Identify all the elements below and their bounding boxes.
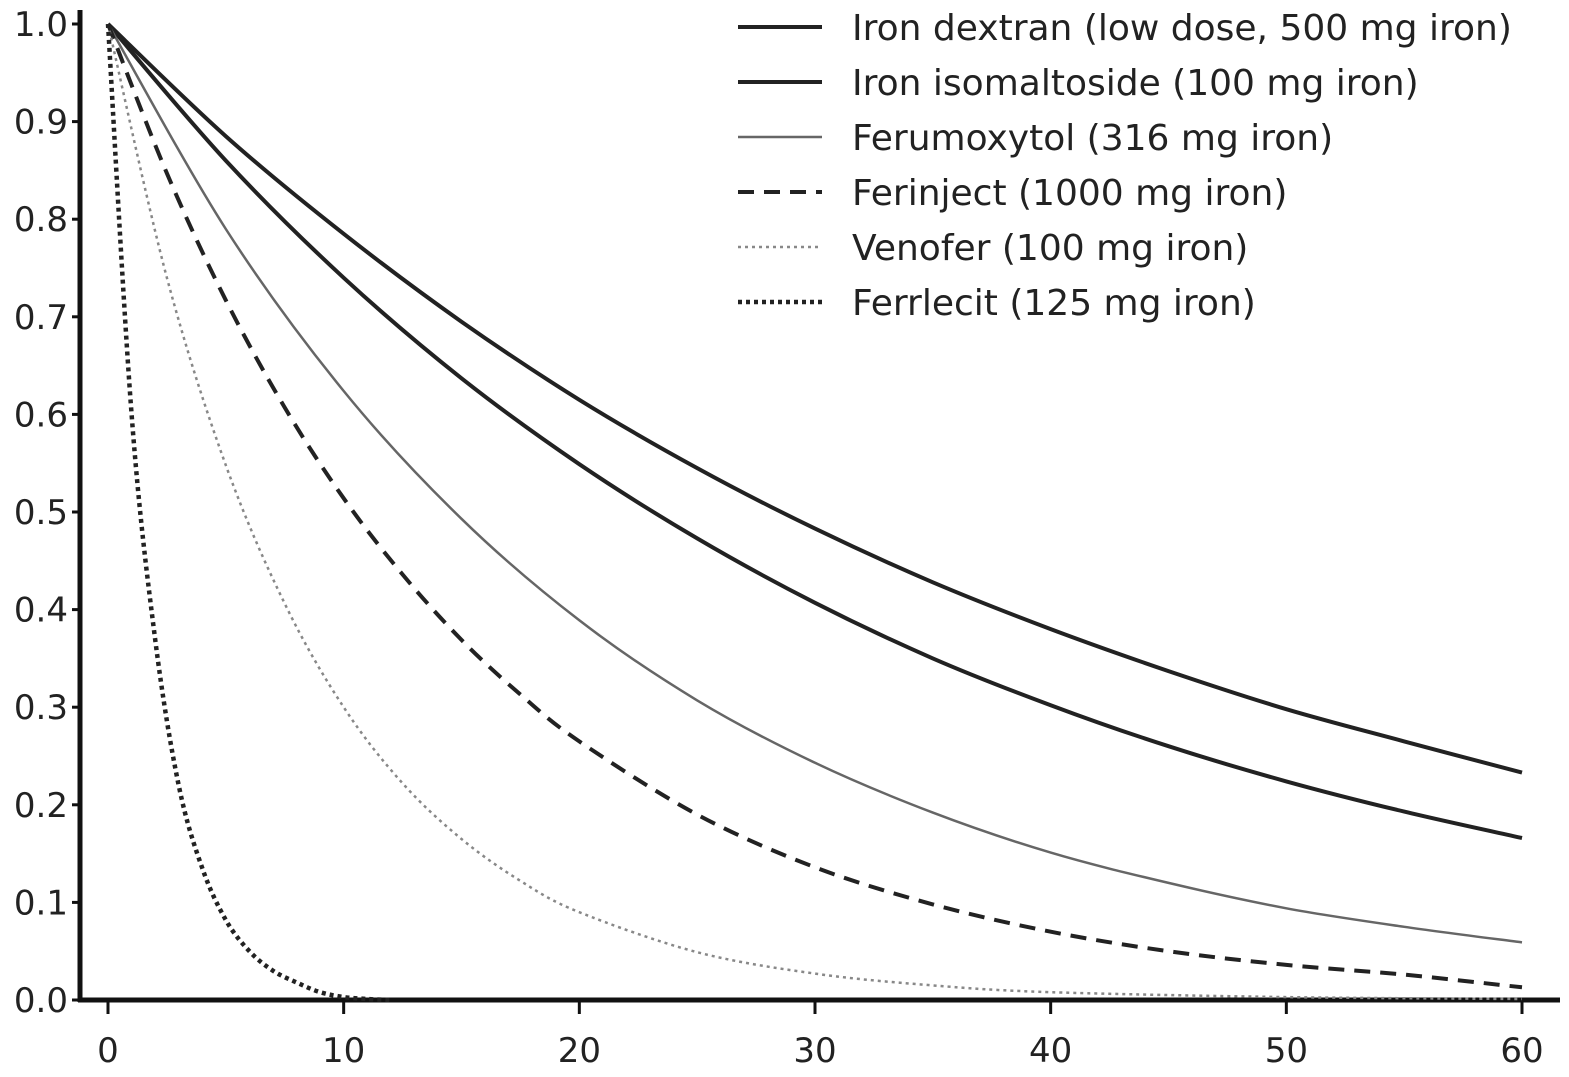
x-tick-label: 60: [1500, 1031, 1543, 1071]
y-tick-label: 0.3: [14, 688, 68, 728]
y-tick-label: 0.0: [14, 981, 68, 1021]
legend-label: Iron dextran (low dose, 500 mg iron): [852, 8, 1512, 49]
series-line-3: [106, 23, 1523, 944]
y-tick-label: 0.2: [14, 786, 68, 826]
y-axis-ticks: 0.0 0.1 0.2 0.3 0.4 0.5 0.6 0.7 0.8 0.9 1.0: [14, 5, 80, 1021]
y-tick-label: 0.4: [14, 591, 68, 631]
series-lines: [105, 22, 1523, 1003]
x-tick-label: 10: [322, 1031, 365, 1071]
legend: Iron dextran (low dose, 500 mg iron) Iron…: [738, 8, 1512, 324]
series-line-2: [106, 22, 1523, 840]
x-tick-label: 0: [97, 1031, 119, 1071]
series-line-1: [106, 22, 1523, 775]
y-tick-label: 0.8: [14, 200, 68, 240]
legend-label: Ferrlecit (125 mg iron): [852, 283, 1256, 324]
x-tick-label: 50: [1265, 1031, 1308, 1071]
legend-label: Ferinject (1000 mg iron): [852, 173, 1287, 214]
series-line-5: [106, 23, 1523, 1001]
x-tick-label: 20: [558, 1031, 601, 1071]
series-line-4: [106, 23, 1523, 990]
y-tick-label: 1.0: [14, 5, 68, 45]
y-tick-label: 0.7: [14, 298, 68, 338]
y-tick-label: 0.5: [14, 493, 68, 533]
x-axis-ticks: 0 10 20 30 40 50 60: [97, 1000, 1544, 1071]
x-tick-label: 30: [793, 1031, 836, 1071]
x-tick-label: 40: [1029, 1031, 1072, 1071]
legend-label: Ferumoxytol (316 mg iron): [852, 118, 1333, 159]
axes: [77, 10, 1560, 1003]
y-tick-label: 0.9: [14, 103, 68, 143]
y-tick-label: 0.6: [14, 395, 68, 435]
series-line-6: [105, 23, 391, 1003]
legend-label: Iron isomaltoside (100 mg iron): [852, 63, 1419, 104]
y-tick-label: 0.1: [14, 883, 68, 923]
legend-label: Venofer (100 mg iron): [852, 228, 1248, 269]
